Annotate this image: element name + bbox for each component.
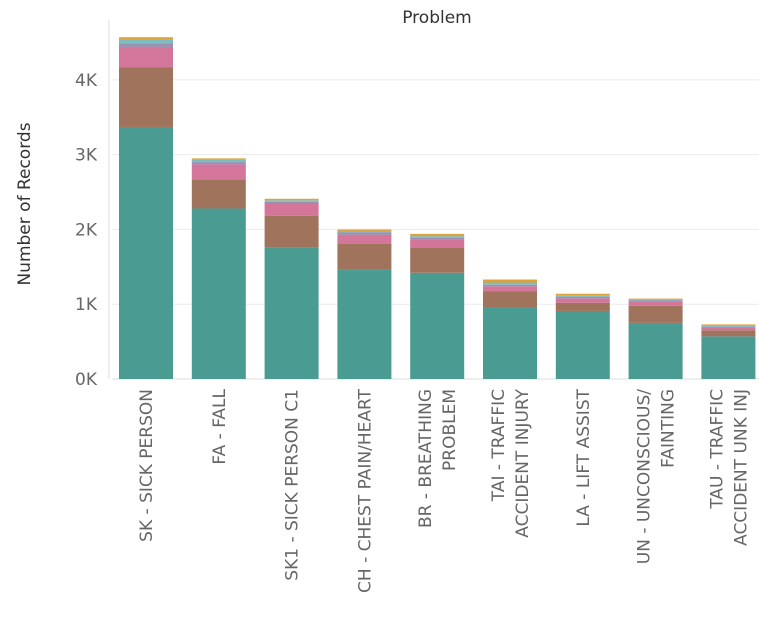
bar-segment[interactable] xyxy=(191,179,246,209)
bar-segment[interactable] xyxy=(483,307,537,379)
bar-segment[interactable] xyxy=(628,299,683,301)
bar-segment[interactable] xyxy=(119,39,173,44)
bar-segment[interactable] xyxy=(701,325,756,327)
bar-stack[interactable] xyxy=(337,229,392,379)
x-category-label: ACCIDENT UNK INJ xyxy=(731,389,751,546)
bar-segment[interactable] xyxy=(337,269,392,379)
bar-segment[interactable] xyxy=(337,232,392,235)
bar-segment[interactable] xyxy=(337,243,392,270)
bar-segment[interactable] xyxy=(191,158,246,160)
bar-segment[interactable] xyxy=(701,327,756,331)
x-category-label: FAINTING xyxy=(659,389,679,468)
bar-stack[interactable] xyxy=(483,279,537,379)
bar-segment[interactable] xyxy=(555,295,610,297)
bar-stack[interactable] xyxy=(701,324,756,379)
bar-segment[interactable] xyxy=(119,46,173,68)
bar-segment[interactable] xyxy=(264,198,319,201)
y-tick-label: 2K xyxy=(75,220,98,240)
x-category-layer: SK - SICK PERSON FA - FALL SK1 - SICK PERS… xyxy=(137,388,751,593)
x-category-label: ACCIDENT INJURY xyxy=(513,388,533,537)
bar-segment[interactable] xyxy=(264,203,319,216)
bar-stack[interactable] xyxy=(628,298,683,379)
chart-title: Problem xyxy=(402,8,472,28)
bar-segment[interactable] xyxy=(555,302,610,311)
bar-segment[interactable] xyxy=(191,162,246,165)
bar-segment[interactable] xyxy=(628,305,683,323)
x-category-label: TAU - TRAFFIC xyxy=(707,389,727,510)
bar-segment[interactable] xyxy=(119,37,173,40)
x-category-label: FA - FALL xyxy=(210,388,230,464)
bar-stack[interactable] xyxy=(119,37,173,379)
bar-segment[interactable] xyxy=(701,324,756,326)
bar-segment[interactable] xyxy=(555,298,610,303)
bar-segment[interactable] xyxy=(701,326,756,328)
bar-segment[interactable] xyxy=(119,43,173,47)
bar-segment[interactable] xyxy=(119,126,173,379)
bar-stack[interactable] xyxy=(191,158,246,379)
bar-segment[interactable] xyxy=(264,215,319,248)
y-tick-label: 4K xyxy=(75,71,98,91)
x-category-label: PROBLEM xyxy=(440,389,460,471)
bar-segment[interactable] xyxy=(701,336,756,379)
bar-segment[interactable] xyxy=(337,229,392,231)
bar-segment[interactable] xyxy=(628,298,683,300)
bar-segment[interactable] xyxy=(628,300,683,302)
bar-segment[interactable] xyxy=(264,201,319,204)
x-category-label: BR - BREATHING xyxy=(416,389,436,528)
bar-segment[interactable] xyxy=(701,330,756,337)
bar-segment[interactable] xyxy=(483,284,537,287)
bar-segment[interactable] xyxy=(410,247,465,273)
bar-segment[interactable] xyxy=(119,67,173,127)
x-category-label: CH - CHEST PAIN/HEART xyxy=(355,388,375,593)
bar-segment[interactable] xyxy=(264,200,319,202)
x-category-label: LA - LIFT ASSIST xyxy=(574,388,594,526)
bar-segment[interactable] xyxy=(483,291,537,308)
bar-segment[interactable] xyxy=(264,247,319,379)
y-axis-title: Number of Records xyxy=(15,122,35,285)
bar-stack[interactable] xyxy=(410,233,465,379)
bar-segment[interactable] xyxy=(410,272,465,379)
bar-segment[interactable] xyxy=(483,282,537,285)
y-tick-layer: 0K 1K 2K 3K 4K xyxy=(75,71,98,390)
bar-segment[interactable] xyxy=(483,286,537,292)
bar-stack[interactable] xyxy=(264,198,319,379)
x-category-label: SK1 - SICK PERSON C1 xyxy=(283,389,303,581)
bar-segment[interactable] xyxy=(483,279,537,283)
bar-segment[interactable] xyxy=(410,239,465,248)
bar-segment[interactable] xyxy=(555,296,610,299)
x-category-label: UN - UNCONSCIOUS/ xyxy=(635,389,655,565)
bar-stack[interactable] xyxy=(555,293,610,379)
bar-segment[interactable] xyxy=(410,237,465,240)
bar-segment[interactable] xyxy=(410,236,465,238)
bar-segment[interactable] xyxy=(337,230,392,233)
bar-segment[interactable] xyxy=(410,233,465,237)
bar-segment[interactable] xyxy=(337,234,392,244)
bar-segment[interactable] xyxy=(555,310,610,379)
y-tick-label: 3K xyxy=(75,146,98,166)
bar-segment[interactable] xyxy=(191,164,246,180)
bar-layer xyxy=(119,37,756,379)
bar-segment[interactable] xyxy=(191,159,246,163)
y-tick-label: 1K xyxy=(75,295,98,315)
x-category-label: TAI - TRAFFIC xyxy=(489,389,509,502)
bar-segment[interactable] xyxy=(191,208,246,379)
bar-segment[interactable] xyxy=(555,293,610,296)
bar-segment[interactable] xyxy=(628,301,683,306)
x-category-label: SK - SICK PERSON xyxy=(137,389,157,542)
y-tick-label: 0K xyxy=(75,370,98,390)
bar-segment[interactable] xyxy=(628,322,683,379)
